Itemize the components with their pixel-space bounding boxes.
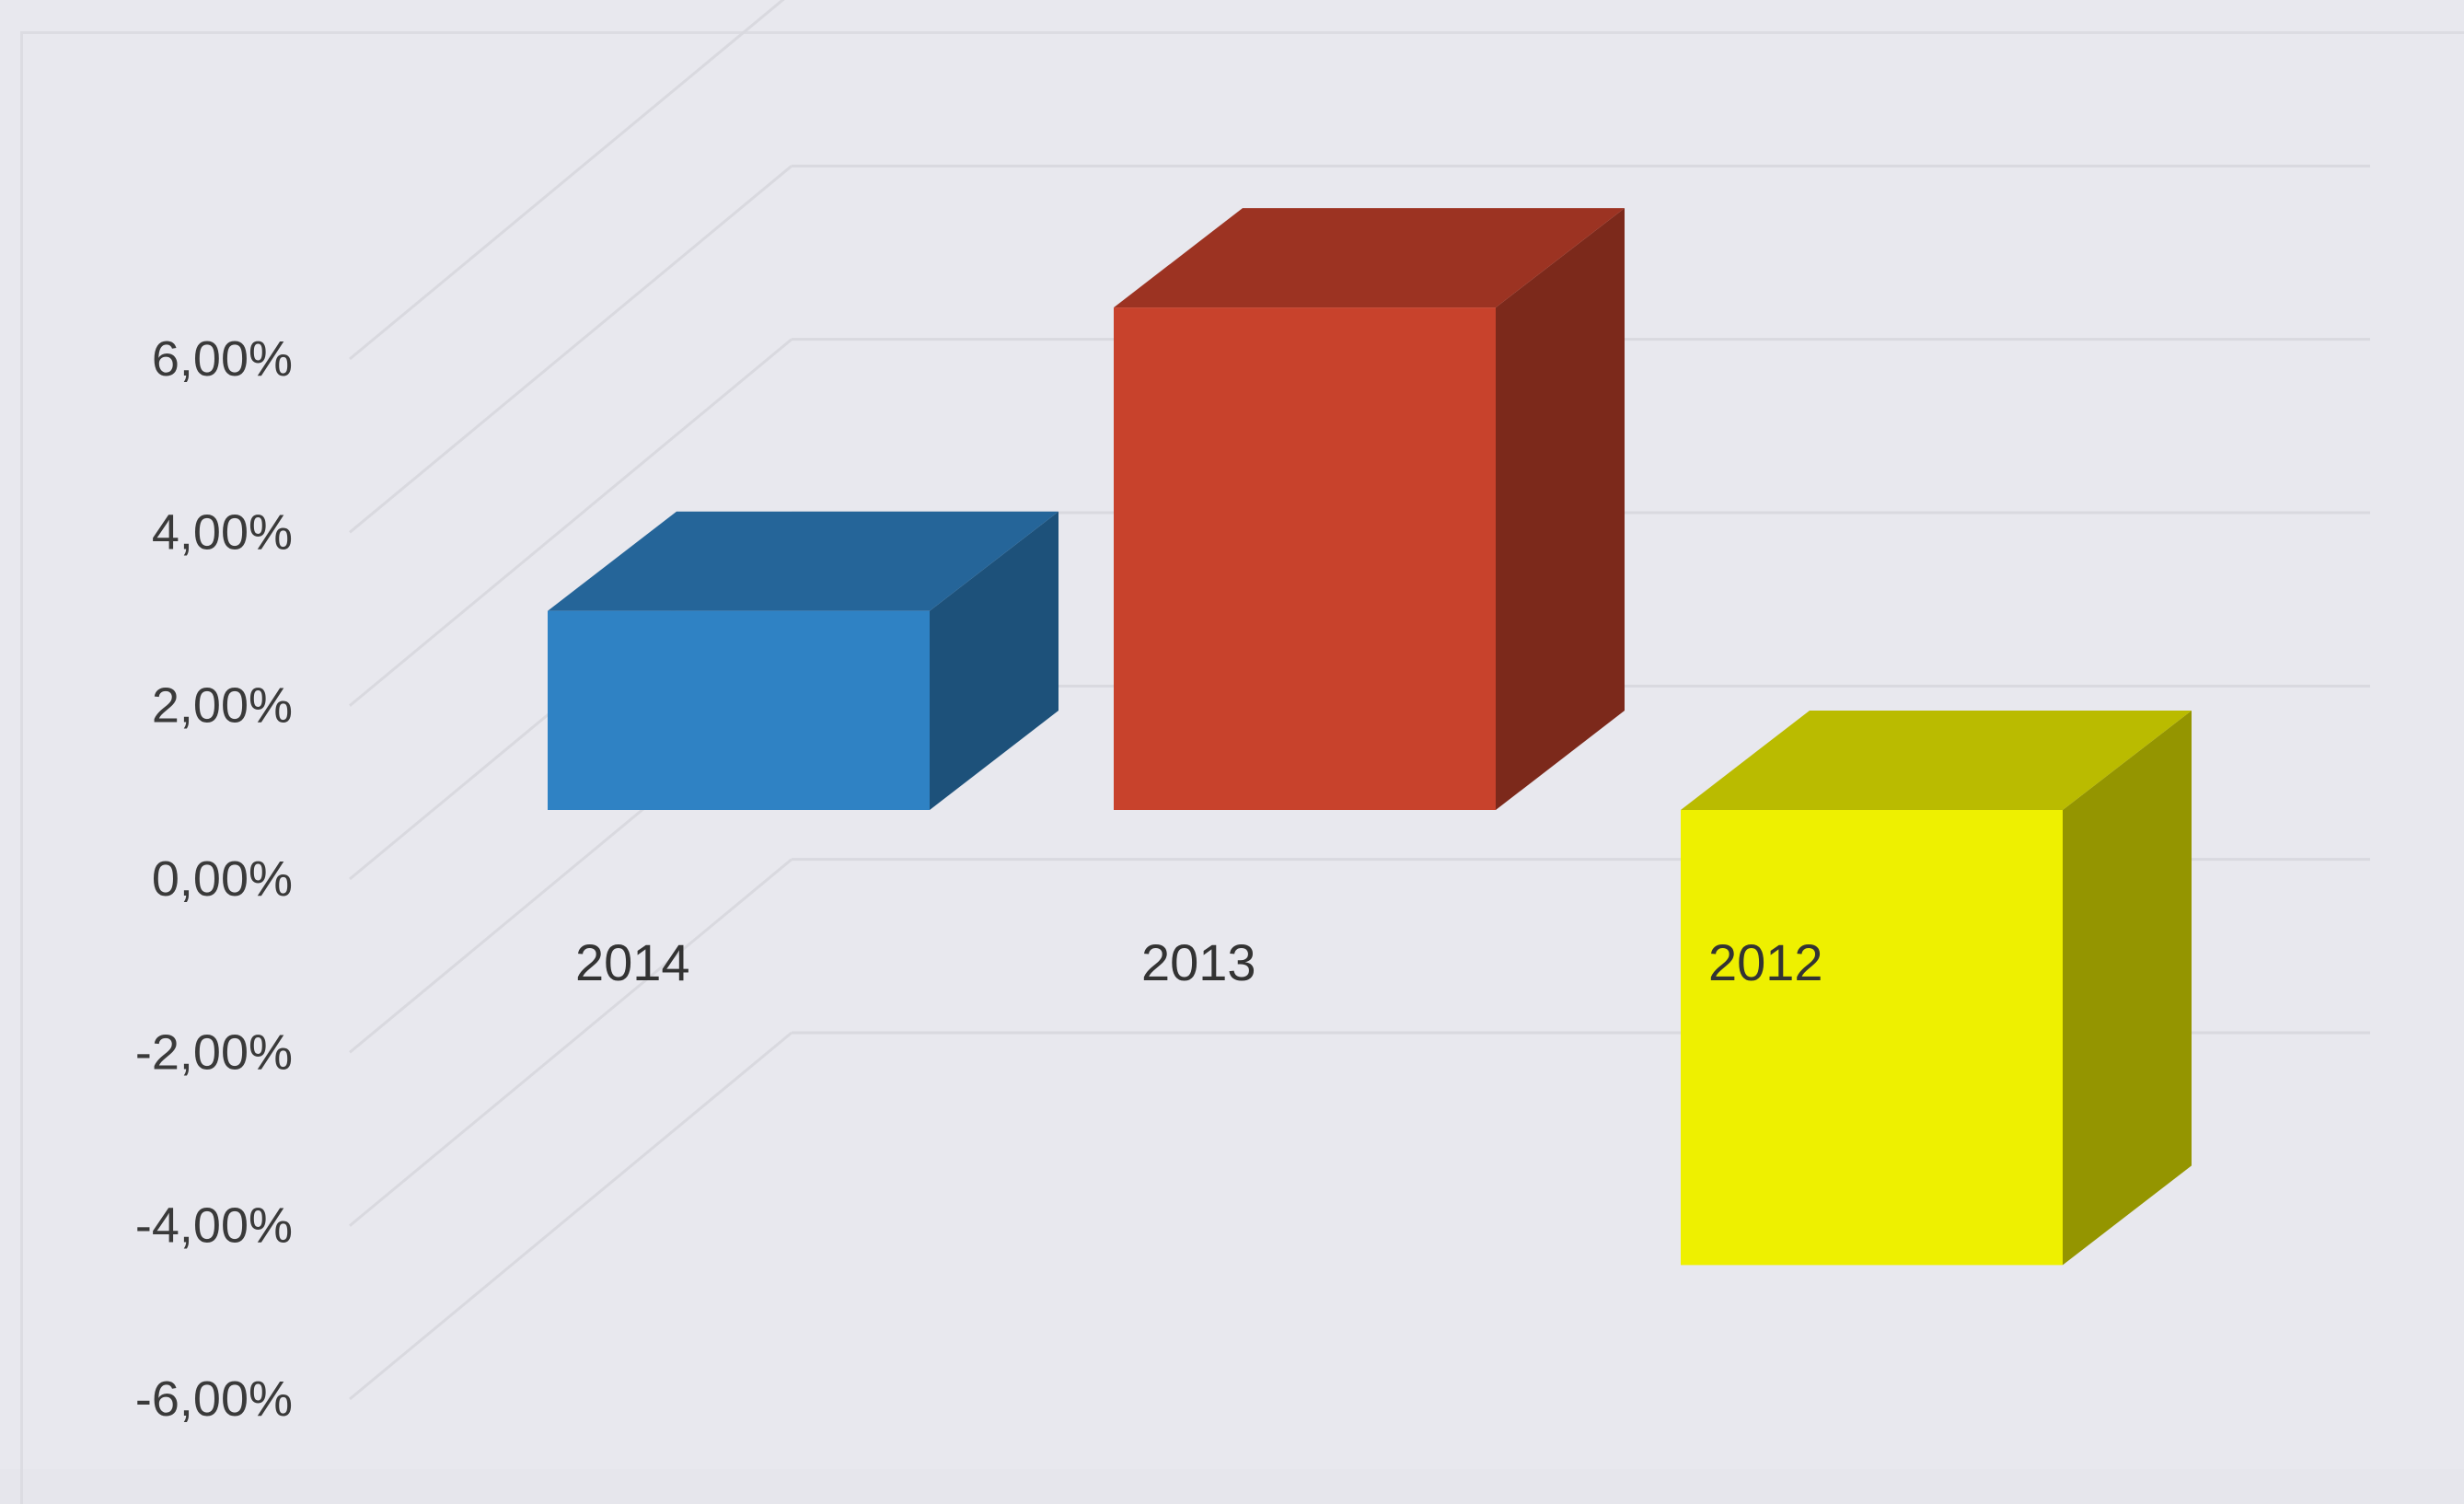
chart-frame: 6,00% 4,00% 2,00% 0,00% -2,00% -4,00% -6,00% 2… xyxy=(20,0,2464,1427)
bar-side-face xyxy=(2063,711,2192,1266)
category-label-2014: 2014 xyxy=(575,933,690,991)
bar-side-face xyxy=(1496,208,1625,811)
bar-2013 xyxy=(1114,208,1625,811)
bar-chart-3d: 6,00% 4,00% 2,00% 0,00% -2,00% -4,00% -6,00% 2… xyxy=(135,0,2370,1427)
y-tick-label: -6,00% xyxy=(135,1371,293,1427)
category-label-2013: 2013 xyxy=(1141,933,1256,991)
y-axis-tick-labels: 6,00% 4,00% 2,00% 0,00% -2,00% -4,00% -6,00% xyxy=(135,331,293,1427)
bar-front-face xyxy=(1681,810,2063,1266)
y-tick-label: 2,00% xyxy=(152,678,293,734)
gridline-wall-6 xyxy=(349,1031,792,1401)
bar-2014 xyxy=(548,511,1058,810)
y-tick-label: 6,00% xyxy=(152,331,293,387)
bar-top-face xyxy=(1114,208,1625,308)
bar-front-face xyxy=(548,610,930,810)
y-tick-label: -2,00% xyxy=(135,1024,293,1080)
bar-side-face xyxy=(930,511,1058,810)
bars xyxy=(548,208,2192,1266)
gridline-wall-2 xyxy=(349,338,792,707)
y-tick-label: -4,00% xyxy=(135,1198,293,1254)
category-labels: 2014 2013 2012 xyxy=(575,933,1823,991)
bar-front-face xyxy=(1114,307,1496,811)
bar-top-face xyxy=(1681,711,2192,810)
gridline-wall-0 xyxy=(349,0,785,361)
bar-top-face xyxy=(548,511,1058,611)
category-label-2012: 2012 xyxy=(1708,933,1823,991)
y-tick-label: 0,00% xyxy=(152,851,293,907)
bar-2012 xyxy=(1681,711,2192,1266)
y-tick-label: 4,00% xyxy=(152,504,293,560)
gridline-wall-5 xyxy=(349,858,792,1227)
plot-area-border xyxy=(20,31,2464,1504)
gridline-wall-1 xyxy=(349,165,792,534)
